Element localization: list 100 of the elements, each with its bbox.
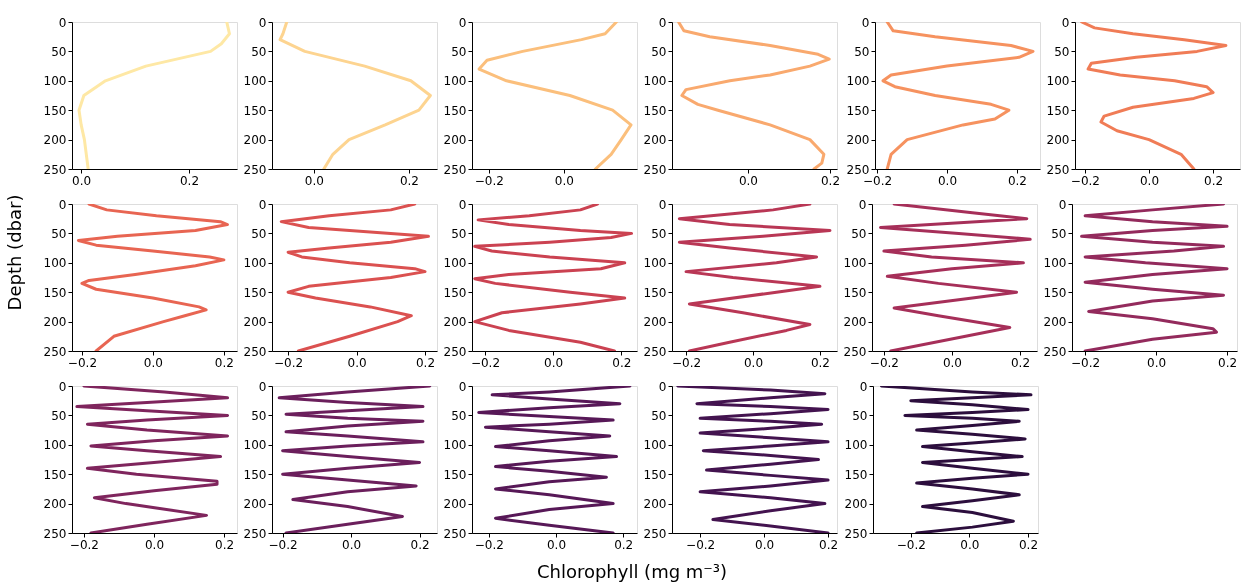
y-tick-label: 200 bbox=[43, 133, 67, 148]
x-tick-label: 0.0 bbox=[743, 355, 764, 370]
y-tick-label: 250 bbox=[243, 162, 267, 177]
y-tick-label: 250 bbox=[43, 162, 67, 177]
y-tick-label: 50 bbox=[651, 226, 667, 241]
x-tick-label: 0.0 bbox=[544, 355, 564, 370]
y-tick-label: 50 bbox=[1051, 226, 1067, 241]
line-series bbox=[880, 386, 1033, 533]
y-tick-label: 50 bbox=[451, 44, 467, 59]
y-tick-label: 100 bbox=[843, 256, 867, 271]
y-tick-label: 100 bbox=[844, 438, 868, 453]
x-tick-label: −0.2 bbox=[268, 537, 298, 552]
x-tick-label: 0.2 bbox=[399, 173, 419, 188]
y-tick-label: 100 bbox=[846, 74, 870, 89]
line-series bbox=[676, 386, 830, 533]
y-tick-label: 50 bbox=[854, 44, 870, 59]
y-tick-label: 150 bbox=[243, 285, 267, 300]
x-tick-label: 0.0 bbox=[960, 537, 980, 552]
y-tick-label: 0 bbox=[258, 379, 267, 394]
x-tick-label: −0.2 bbox=[686, 537, 716, 552]
y-tick-label: 50 bbox=[851, 226, 867, 241]
y-tick-label: 200 bbox=[1043, 315, 1067, 330]
y-tick-label: 200 bbox=[643, 133, 667, 148]
line-series bbox=[677, 22, 831, 169]
y-tick-label: 50 bbox=[51, 408, 67, 423]
y-tick-label: 200 bbox=[846, 133, 870, 148]
y-tick-label: 200 bbox=[243, 133, 267, 148]
y-tick-label: 250 bbox=[643, 162, 667, 177]
y-tick-label: 150 bbox=[443, 467, 467, 482]
y-tick-label: 0 bbox=[58, 15, 67, 30]
y-tick-label: 50 bbox=[251, 44, 267, 59]
line-series bbox=[879, 204, 1032, 351]
x-tick-label: 0.2 bbox=[614, 537, 634, 552]
y-tick-label: 100 bbox=[643, 74, 667, 89]
x-tick-label: 0.2 bbox=[1018, 537, 1039, 552]
x-tick-label: 0.2 bbox=[415, 355, 436, 370]
y-tick-label: 150 bbox=[43, 467, 67, 482]
y-tick-label: 100 bbox=[243, 438, 267, 453]
x-tick-label: 0.0 bbox=[347, 355, 367, 370]
x-tick-label: 0.2 bbox=[612, 355, 632, 370]
x-tick-label: 0.2 bbox=[179, 173, 200, 188]
line-series bbox=[279, 204, 430, 351]
x-tick-label: 0.0 bbox=[554, 173, 574, 188]
y-tick-label: 200 bbox=[243, 315, 267, 330]
y-tick-label: 250 bbox=[243, 344, 267, 359]
y-tick-label: 100 bbox=[443, 74, 467, 89]
y-tick-label: 200 bbox=[43, 315, 67, 330]
line-series bbox=[677, 204, 832, 351]
x-tick-label: 0.0 bbox=[755, 537, 775, 552]
y-tick-label: 0 bbox=[658, 379, 667, 394]
y-tick-label: 50 bbox=[451, 408, 467, 423]
x-tick-label: 0.0 bbox=[144, 537, 165, 552]
y-tick-label: 200 bbox=[43, 497, 67, 512]
x-tick-label: 0.2 bbox=[214, 537, 235, 552]
x-tick-label: 0.2 bbox=[1010, 355, 1031, 370]
y-tick-label: 150 bbox=[843, 285, 867, 300]
y-tick-label: 100 bbox=[643, 256, 667, 271]
y-tick-label: 0 bbox=[58, 197, 67, 212]
y-tick-label: 0 bbox=[658, 197, 667, 212]
y-tick-label: 100 bbox=[643, 438, 667, 453]
x-tick-label: −0.2 bbox=[69, 537, 99, 552]
y-tick-label: 150 bbox=[643, 103, 667, 118]
y-tick-label: 250 bbox=[443, 162, 467, 177]
x-tick-label: 0.2 bbox=[810, 355, 830, 370]
x-axis-title: Chlorophyll (mg m⁻³) bbox=[536, 561, 728, 582]
y-tick-label: 200 bbox=[443, 497, 467, 512]
line-series bbox=[1080, 22, 1228, 169]
y-tick-label: 100 bbox=[443, 438, 467, 453]
x-tick-label: 0.2 bbox=[1204, 173, 1224, 188]
line-series bbox=[278, 22, 432, 169]
x-tick-label: −0.2 bbox=[1070, 173, 1100, 188]
y-tick-label: 0 bbox=[1058, 197, 1067, 212]
x-tick-label: 0.2 bbox=[1007, 173, 1027, 188]
y-tick-label: 200 bbox=[443, 133, 467, 148]
line-series bbox=[881, 22, 1035, 169]
y-tick-label: 200 bbox=[844, 497, 868, 512]
y-tick-label: 150 bbox=[1046, 103, 1070, 118]
y-tick-label: 250 bbox=[844, 526, 868, 541]
x-tick-label: 0.0 bbox=[304, 173, 324, 188]
x-tick-label: 0.2 bbox=[820, 173, 841, 188]
y-tick-label: 100 bbox=[43, 256, 67, 271]
line-series bbox=[76, 204, 229, 351]
y-tick-label: 0 bbox=[658, 15, 667, 30]
y-tick-label: 150 bbox=[443, 103, 467, 118]
x-tick-label: 0.0 bbox=[143, 355, 163, 370]
x-tick-label: 0.0 bbox=[942, 355, 962, 370]
y-tick-label: 250 bbox=[43, 526, 67, 541]
y-tick-label: 0 bbox=[258, 197, 267, 212]
x-tick-label: −0.2 bbox=[67, 355, 98, 370]
x-tick-label: −0.2 bbox=[671, 355, 702, 370]
y-tick-label: 150 bbox=[43, 103, 67, 118]
line-series bbox=[277, 386, 432, 533]
x-tick-label: 0.0 bbox=[1139, 173, 1160, 188]
y-tick-label: 0 bbox=[458, 379, 467, 394]
y-tick-label: 150 bbox=[643, 285, 667, 300]
y-tick-label: 100 bbox=[1043, 256, 1067, 271]
x-tick-label: 0.0 bbox=[937, 173, 958, 188]
y-tick-label: 0 bbox=[258, 15, 267, 30]
x-tick-label: 0.2 bbox=[410, 537, 430, 552]
x-tick-label: −0.2 bbox=[474, 173, 504, 188]
